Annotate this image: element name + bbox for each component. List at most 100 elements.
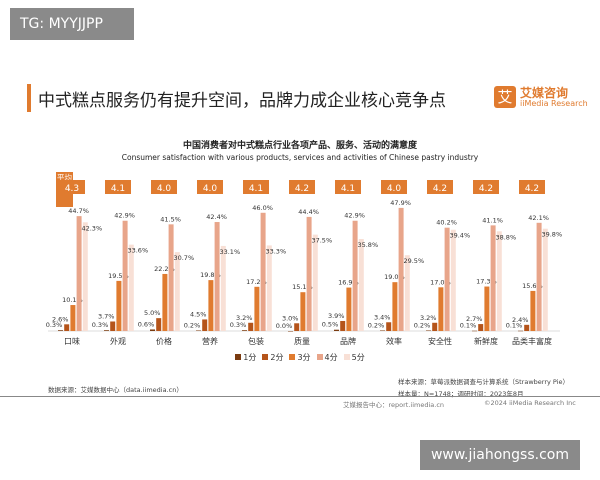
data-label: 33.6% xyxy=(127,247,148,255)
category-label: 安全性 xyxy=(428,336,452,346)
legend: 1分 2分 3分 4分 5分 xyxy=(0,352,600,363)
bar xyxy=(260,212,266,331)
data-label: 42.1% xyxy=(528,214,549,222)
legend-label: 5分 xyxy=(351,353,365,362)
data-label: 2.4% xyxy=(512,316,529,324)
average-value: 4.1 xyxy=(249,184,263,194)
bar xyxy=(288,331,293,332)
data-label: 41.5% xyxy=(160,215,181,223)
bar xyxy=(306,216,312,331)
bar xyxy=(110,321,116,331)
average-box xyxy=(105,180,131,194)
data-label: 30.7% xyxy=(173,254,194,262)
tg-badge: TG: MYYJJPP xyxy=(10,8,134,40)
data-label: 39.8% xyxy=(541,231,562,239)
data-label: 0.1% xyxy=(506,322,523,330)
data-label: 19.8% xyxy=(200,271,221,279)
bar xyxy=(404,255,410,331)
data-label: 33.1% xyxy=(219,248,240,256)
data-label: 3.2% xyxy=(420,314,437,322)
data-label: 17.0% xyxy=(430,278,451,286)
legend-item: 4分 xyxy=(316,352,338,363)
chart-subtitle: Consumer satisfaction with various produ… xyxy=(121,153,479,162)
legend-item: 1分 xyxy=(235,352,256,363)
data-label: 3.9% xyxy=(328,312,345,320)
data-label: 3.2% xyxy=(236,314,253,322)
data-label: 3.0% xyxy=(282,314,299,322)
average-value: 4.2 xyxy=(525,184,539,194)
bar xyxy=(432,322,438,331)
average-box xyxy=(151,180,177,194)
footer-divider xyxy=(0,396,600,397)
data-label: 35.8% xyxy=(357,241,378,249)
copyright: ©2024 iiMedia Research Inc xyxy=(484,399,576,407)
bar xyxy=(214,222,220,331)
legend-swatch xyxy=(262,354,269,360)
data-label: 44.4% xyxy=(298,208,319,216)
data-label: 0.3% xyxy=(230,321,247,329)
bar xyxy=(340,320,346,331)
bar xyxy=(58,330,63,331)
data-label: 42.9% xyxy=(114,212,135,220)
data-label: 0.1% xyxy=(460,322,477,330)
average-value: 4.2 xyxy=(479,184,493,194)
bar xyxy=(386,322,392,331)
sample-source: 样本来源：草莓派数据调查与计算系统（Strawberry Pie） xyxy=(398,378,569,386)
data-label: 37.5% xyxy=(311,237,332,245)
bar xyxy=(450,229,456,331)
legend-label: 3分 xyxy=(297,353,311,362)
logo-icon: 艾 xyxy=(494,86,516,108)
chart-title: 中国消费者对中式糕点行业各项产品、服务、活动的满意度 xyxy=(182,141,417,151)
data-source: 数据来源：艾媒数据中心（data.iimedia.cn） xyxy=(48,386,183,394)
legend-swatch xyxy=(235,354,242,360)
category-label: 外观 xyxy=(110,336,126,346)
bar xyxy=(76,216,82,331)
average-value: 4.0 xyxy=(387,184,402,194)
bar xyxy=(478,324,484,331)
bar xyxy=(300,292,306,331)
bar xyxy=(220,245,226,331)
data-label: 33.3% xyxy=(265,247,286,255)
bar xyxy=(358,238,364,331)
bar xyxy=(156,318,162,331)
average-box xyxy=(59,180,85,194)
average-value: 4.2 xyxy=(295,184,309,194)
average-box xyxy=(427,180,453,194)
bar xyxy=(174,252,180,331)
bar xyxy=(104,330,109,331)
data-label: 17.2% xyxy=(246,278,267,286)
data-label: 42.4% xyxy=(206,213,227,221)
data-label: 0.2% xyxy=(368,321,385,329)
data-label: 15.6% xyxy=(522,282,543,290)
bar xyxy=(168,224,174,331)
data-label: 29.5% xyxy=(403,257,424,265)
bar xyxy=(444,227,450,331)
data-label: 17.3% xyxy=(476,278,497,286)
data-label: 44.7% xyxy=(68,207,89,215)
data-label: 0.2% xyxy=(184,321,201,329)
data-label: 2.7% xyxy=(466,315,483,323)
bar xyxy=(490,225,496,331)
bar xyxy=(128,244,134,331)
report-center: 艾媒报告中心：report.iimedia.cn xyxy=(343,401,445,409)
data-label: 47.9% xyxy=(390,199,411,207)
category-label: 品类丰富度 xyxy=(512,336,552,346)
average-box xyxy=(381,180,407,194)
bar xyxy=(208,280,214,331)
legend-item: 3分 xyxy=(289,352,311,363)
data-label: 16.9% xyxy=(338,279,359,287)
category-label: 包装 xyxy=(248,336,264,346)
legend-swatch xyxy=(289,354,296,360)
data-label: 0.3% xyxy=(92,321,109,329)
bar xyxy=(202,319,208,331)
category-label: 口味 xyxy=(64,336,80,346)
slide-title: 中式糕点服务仍有提升空间，品牌力成企业核心竞争点 xyxy=(38,91,446,111)
data-label: 19.5% xyxy=(108,272,129,280)
average-value: 4.1 xyxy=(341,184,355,194)
bar xyxy=(536,222,542,331)
data-label: 0.2% xyxy=(414,321,431,329)
data-label: 42.3% xyxy=(81,224,102,232)
bar xyxy=(530,290,536,331)
data-label: 0.5% xyxy=(322,321,339,329)
average-value: 4.0 xyxy=(203,184,218,194)
